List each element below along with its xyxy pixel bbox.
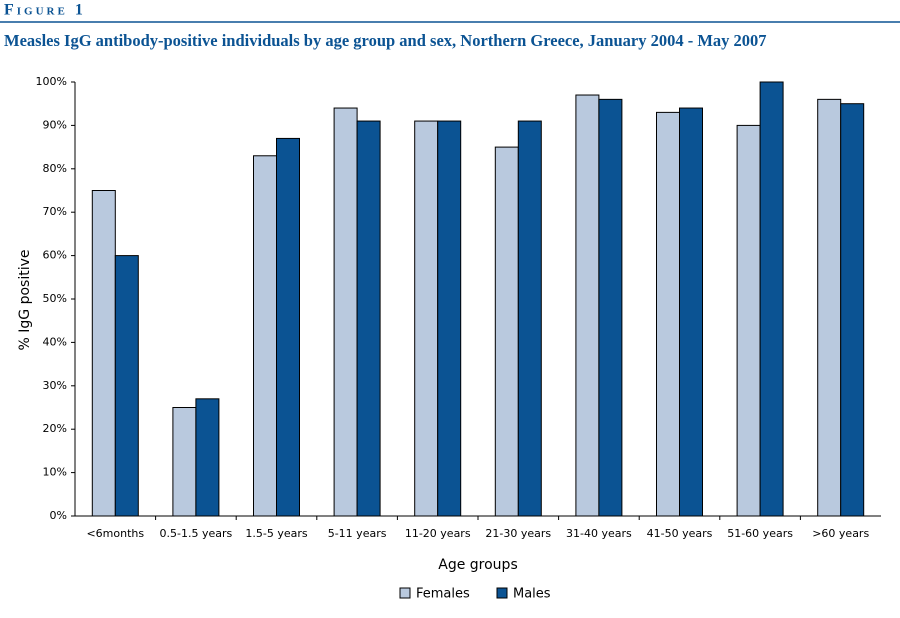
bar bbox=[817, 98, 842, 517]
x-tick-label: 51-60 years bbox=[727, 527, 793, 540]
y-tick-label: 100% bbox=[36, 75, 67, 88]
bar bbox=[759, 81, 784, 517]
bar bbox=[172, 407, 197, 517]
x-tick-label: 5-11 years bbox=[328, 527, 387, 540]
y-tick-label: 70% bbox=[43, 205, 67, 218]
bar bbox=[437, 120, 462, 517]
bar bbox=[276, 137, 300, 517]
legend-swatch bbox=[399, 587, 411, 599]
bar bbox=[598, 98, 623, 517]
x-tick-label: 0.5-1.5 years bbox=[160, 527, 233, 540]
figure-label: Figure 1 bbox=[4, 2, 86, 19]
x-tick-label: 11-20 years bbox=[405, 527, 471, 540]
y-tick-label: 60% bbox=[43, 249, 67, 262]
y-tick-label: 80% bbox=[43, 162, 67, 175]
bar bbox=[253, 155, 277, 517]
legend-label: Females bbox=[416, 587, 470, 602]
y-axis-label: % IgG positive bbox=[17, 250, 33, 351]
y-tick-label: 30% bbox=[43, 379, 67, 392]
y-tick-label: 0% bbox=[50, 509, 67, 522]
x-axis-label: Age groups bbox=[438, 557, 517, 573]
x-tick-label: 31-40 years bbox=[566, 527, 632, 540]
bar bbox=[114, 255, 139, 517]
bar bbox=[356, 120, 381, 517]
chart-title: Measles IgG antibody-positive individual… bbox=[4, 31, 767, 50]
bar bbox=[91, 190, 116, 517]
y-tick-label: 50% bbox=[43, 292, 67, 305]
bar bbox=[840, 103, 865, 517]
bar bbox=[494, 146, 519, 517]
bar bbox=[736, 124, 761, 517]
x-tick-label: <6months bbox=[86, 527, 144, 540]
legend-swatch bbox=[496, 587, 508, 599]
y-tick-label: 40% bbox=[43, 335, 67, 348]
bar bbox=[195, 398, 220, 517]
x-tick-label: 1.5-5 years bbox=[245, 527, 307, 540]
bar bbox=[414, 120, 439, 517]
x-tick-label: 41-50 years bbox=[647, 527, 713, 540]
bar bbox=[575, 94, 600, 517]
bar bbox=[517, 120, 542, 517]
bar bbox=[333, 107, 358, 517]
x-tick-label: >60 years bbox=[812, 527, 869, 540]
y-tick-label: 20% bbox=[43, 422, 67, 435]
y-tick-label: 90% bbox=[43, 118, 67, 131]
bar bbox=[656, 111, 680, 517]
x-tick-label: 21-30 years bbox=[485, 527, 551, 540]
y-tick-label: 10% bbox=[43, 466, 67, 479]
legend-label: Males bbox=[513, 587, 551, 602]
bar bbox=[679, 107, 703, 517]
